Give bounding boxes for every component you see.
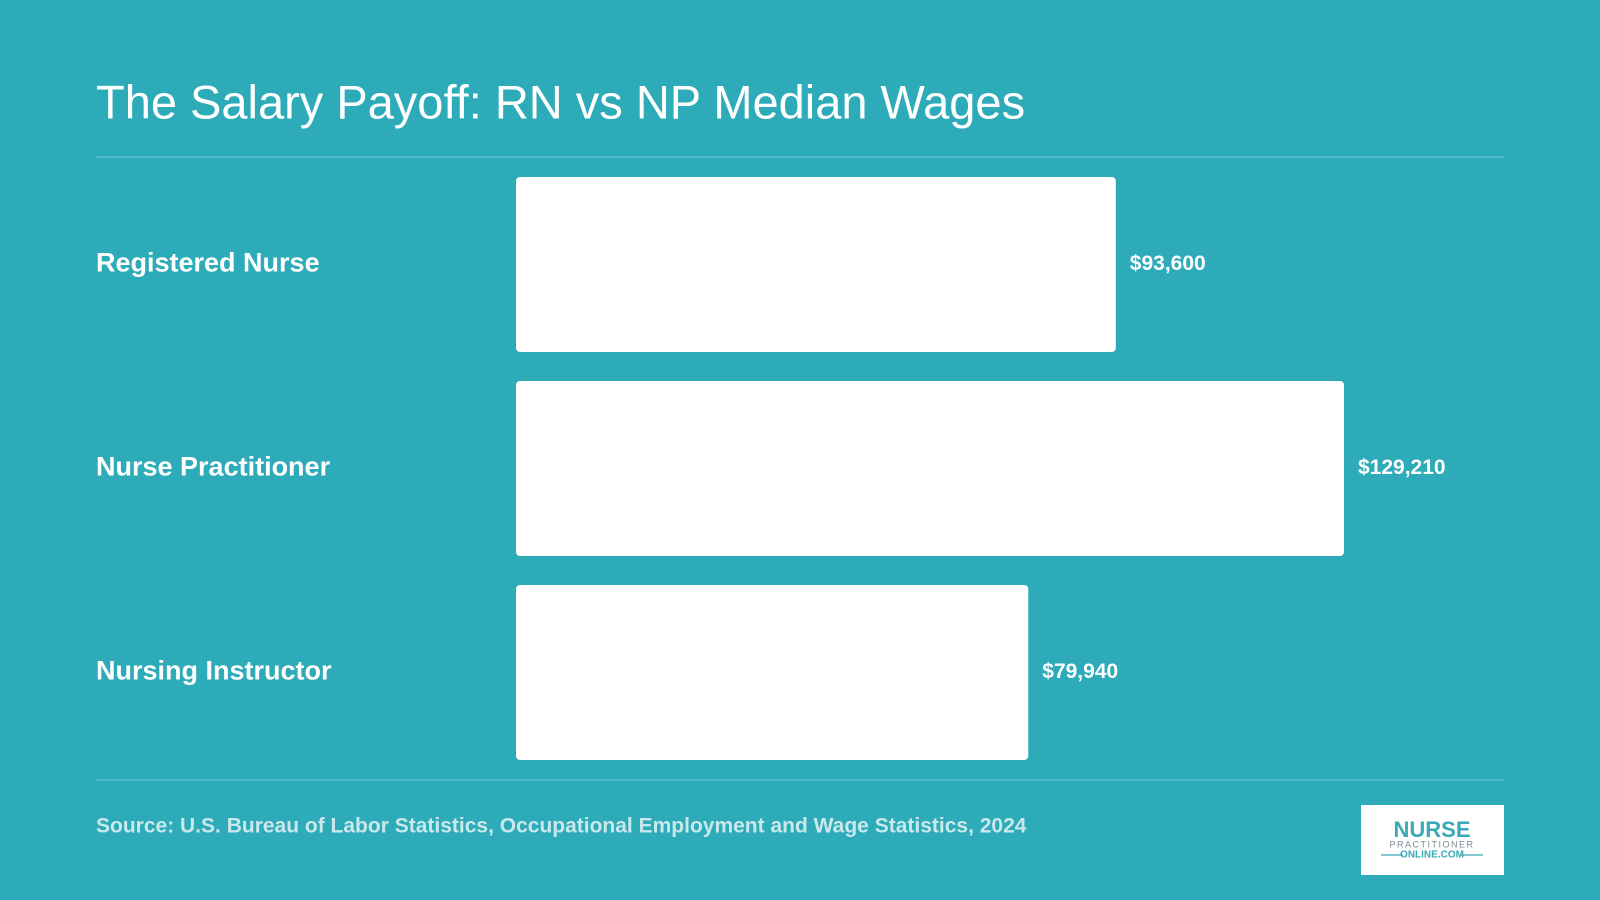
chart-title: The Salary Payoff: RN vs NP Median Wages	[96, 75, 1025, 128]
category-label: Registered Nurse	[96, 248, 320, 278]
bar	[516, 585, 1029, 760]
category-label: Nurse Practitioner	[96, 452, 331, 482]
value-label: $79,940	[1042, 660, 1118, 683]
value-label: $129,210	[1358, 456, 1446, 479]
logo: NURSE PRACTITIONER ONLINE.COM	[1361, 805, 1504, 875]
source-note: Source: U.S. Bureau of Labor Statistics,…	[96, 815, 1027, 838]
logo-text: ONLINE.COM	[1400, 850, 1464, 861]
category-label: Nursing Instructor	[96, 656, 332, 686]
logo-text: NURSE	[1393, 817, 1470, 842]
logo-text: PRACTITIONER	[1389, 839, 1474, 849]
bar	[516, 177, 1116, 352]
bar	[516, 381, 1344, 556]
logo-box	[1361, 805, 1504, 875]
value-label: $93,600	[1130, 252, 1206, 275]
